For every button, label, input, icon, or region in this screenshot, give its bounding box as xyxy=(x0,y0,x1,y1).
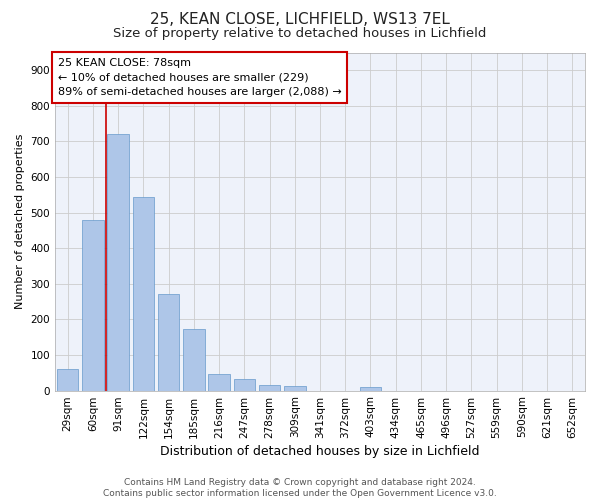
Bar xyxy=(82,220,104,390)
Bar xyxy=(183,330,205,390)
Bar xyxy=(208,374,230,390)
Bar xyxy=(57,369,79,390)
Bar xyxy=(284,386,305,390)
Text: 25 KEAN CLOSE: 78sqm
← 10% of detached houses are smaller (229)
89% of semi-deta: 25 KEAN CLOSE: 78sqm ← 10% of detached h… xyxy=(58,58,341,97)
Bar xyxy=(158,294,179,390)
Y-axis label: Number of detached properties: Number of detached properties xyxy=(15,134,25,309)
Bar xyxy=(360,388,381,390)
Bar xyxy=(233,379,255,390)
Text: Contains HM Land Registry data © Crown copyright and database right 2024.
Contai: Contains HM Land Registry data © Crown c… xyxy=(103,478,497,498)
Text: 25, KEAN CLOSE, LICHFIELD, WS13 7EL: 25, KEAN CLOSE, LICHFIELD, WS13 7EL xyxy=(150,12,450,28)
X-axis label: Distribution of detached houses by size in Lichfield: Distribution of detached houses by size … xyxy=(160,444,480,458)
Bar xyxy=(259,385,280,390)
Bar xyxy=(107,134,129,390)
Bar xyxy=(133,198,154,390)
Text: Size of property relative to detached houses in Lichfield: Size of property relative to detached ho… xyxy=(113,28,487,40)
